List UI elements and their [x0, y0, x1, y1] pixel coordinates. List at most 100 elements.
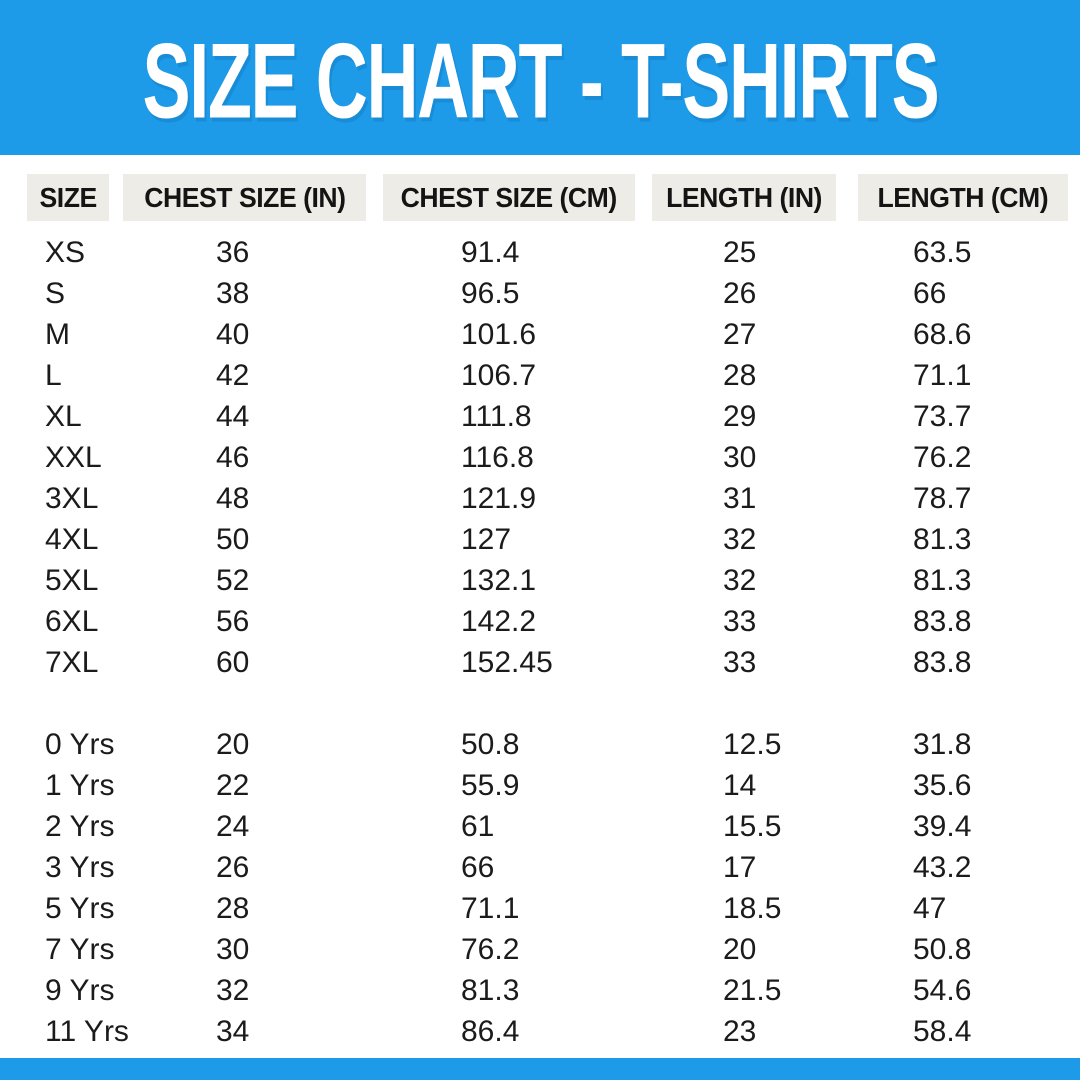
- table-row: 0 Yrs 20 50.8 12.5 31.8: [0, 724, 1080, 765]
- table-row: 4XL 50 127 32 81.3: [0, 519, 1080, 560]
- table-row: 3 Yrs 26 66 17 43.2: [0, 847, 1080, 888]
- cell-chest-in: 48: [216, 482, 250, 515]
- cell-size: L: [45, 359, 62, 392]
- cell-chest-cm: 86.4: [461, 1015, 520, 1048]
- cell-size: 11 Yrs: [45, 1015, 129, 1048]
- cell-chest-cm: 91.4: [461, 236, 520, 269]
- cell-length-in: 29: [723, 400, 757, 433]
- cell-length-in: 33: [723, 646, 757, 679]
- cell-size: 0 Yrs: [45, 728, 115, 761]
- cell-chest-in: 50: [216, 523, 250, 556]
- cell-length-in: 26: [723, 277, 757, 310]
- cell-length-cm: 35.6: [913, 769, 972, 802]
- size-table-body: XS 36 91.4 25 63.5 S 38 96.5 26 66 M 40 101.6 27 68.6 L…: [0, 232, 1080, 1052]
- cell-length-cm: 31.8: [913, 728, 972, 761]
- cell-chest-in: 60: [216, 646, 250, 679]
- cell-chest-in: 52: [216, 564, 250, 597]
- table-row: XS 36 91.4 25 63.5: [0, 232, 1080, 273]
- cell-chest-in: 40: [216, 318, 250, 351]
- cell-size: XS: [45, 236, 86, 269]
- table-row: 2 Yrs 24 61 15.5 39.4: [0, 806, 1080, 847]
- cell-length-cm: 47: [913, 892, 947, 925]
- cell-chest-cm: 152.45: [461, 646, 553, 679]
- cell-size: 9 Yrs: [45, 974, 115, 1007]
- cell-length-in: 15.5: [723, 810, 782, 843]
- cell-chest-cm: 55.9: [461, 769, 520, 802]
- column-header-length-cm-label: LENGTH (CM): [877, 181, 1049, 213]
- column-header-chest-in-label: CHEST SIZE (IN): [143, 181, 346, 213]
- cell-chest-in: 34: [216, 1015, 250, 1048]
- cell-chest-in: 28: [216, 892, 250, 925]
- cell-chest-in: 26: [216, 851, 250, 884]
- column-header-size: SIZE: [27, 174, 109, 221]
- cell-length-cm: 43.2: [913, 851, 972, 884]
- cell-length-cm: 78.7: [913, 482, 972, 515]
- cell-length-in: 32: [723, 523, 757, 556]
- cell-chest-cm: 50.8: [461, 728, 520, 761]
- table-row: 1 Yrs 22 55.9 14 35.6: [0, 765, 1080, 806]
- cell-length-in: 31: [723, 482, 757, 515]
- cell-length-in: 20: [723, 933, 757, 966]
- cell-length-in: 32: [723, 564, 757, 597]
- cell-size: 1 Yrs: [45, 769, 115, 802]
- cell-length-in: 25: [723, 236, 757, 269]
- cell-chest-cm: 121.9: [461, 482, 537, 515]
- table-row: XXL 46 116.8 30 76.2: [0, 437, 1080, 478]
- column-header-chest-cm-label: CHEST SIZE (CM): [400, 181, 618, 213]
- cell-chest-in: 24: [216, 810, 250, 843]
- cell-size: M: [45, 318, 70, 351]
- cell-length-in: 27: [723, 318, 757, 351]
- table-row: XL 44 111.8 29 73.7: [0, 396, 1080, 437]
- cell-length-in: 23: [723, 1015, 757, 1048]
- group-spacer: [0, 683, 1080, 724]
- column-header-chest-in: CHEST SIZE (IN): [123, 174, 366, 221]
- cell-chest-in: 42: [216, 359, 250, 392]
- cell-length-in: 18.5: [723, 892, 782, 925]
- cell-chest-cm: 116.8: [461, 441, 534, 474]
- cell-length-cm: 83.8: [913, 646, 972, 679]
- cell-length-cm: 50.8: [913, 933, 972, 966]
- table-row: 9 Yrs 32 81.3 21.5 54.6: [0, 970, 1080, 1011]
- bottom-accent-bar: [0, 1058, 1080, 1080]
- table-row: 5XL 52 132.1 32 81.3: [0, 560, 1080, 601]
- cell-length-cm: 76.2: [913, 441, 972, 474]
- cell-chest-cm: 71.1: [461, 892, 520, 925]
- cell-length-in: 30: [723, 441, 757, 474]
- cell-chest-in: 44: [216, 400, 250, 433]
- table-row: L 42 106.7 28 71.1: [0, 355, 1080, 396]
- cell-chest-in: 46: [216, 441, 250, 474]
- cell-size: XL: [45, 400, 82, 433]
- cell-chest-in: 38: [216, 277, 250, 310]
- cell-length-cm: 68.6: [913, 318, 972, 351]
- cell-length-cm: 73.7: [913, 400, 972, 433]
- cell-length-in: 21.5: [723, 974, 782, 1007]
- cell-chest-cm: 81.3: [461, 974, 520, 1007]
- cell-size: 7XL: [45, 646, 99, 679]
- cell-size: 5XL: [45, 564, 99, 597]
- cell-chest-cm: 101.6: [461, 318, 537, 351]
- cell-length-in: 33: [723, 605, 757, 638]
- table-row: 7XL 60 152.45 33 83.8: [0, 642, 1080, 683]
- cell-chest-in: 20: [216, 728, 250, 761]
- cell-length-cm: 81.3: [913, 523, 972, 556]
- table-row: 6XL 56 142.2 33 83.8: [0, 601, 1080, 642]
- cell-chest-cm: 76.2: [461, 933, 520, 966]
- table-row: 3XL 48 121.9 31 78.7: [0, 478, 1080, 519]
- column-header-size-label: SIZE: [39, 181, 97, 213]
- cell-length-in: 28: [723, 359, 757, 392]
- cell-length-cm: 58.4: [913, 1015, 972, 1048]
- cell-size: 3XL: [45, 482, 99, 515]
- cell-chest-in: 30: [216, 933, 250, 966]
- cell-size: 2 Yrs: [45, 810, 115, 843]
- cell-length-in: 14: [723, 769, 757, 802]
- column-header-length-cm: LENGTH (CM): [858, 174, 1068, 221]
- cell-length-cm: 71.1: [913, 359, 972, 392]
- table-row: 11 Yrs 34 86.4 23 58.4: [0, 1011, 1080, 1052]
- cell-size: 7 Yrs: [45, 933, 115, 966]
- cell-chest-in: 56: [216, 605, 250, 638]
- cell-size: S: [45, 277, 66, 310]
- cell-chest-cm: 96.5: [461, 277, 520, 310]
- cell-length-cm: 63.5: [913, 236, 972, 269]
- cell-length-in: 17: [723, 851, 757, 884]
